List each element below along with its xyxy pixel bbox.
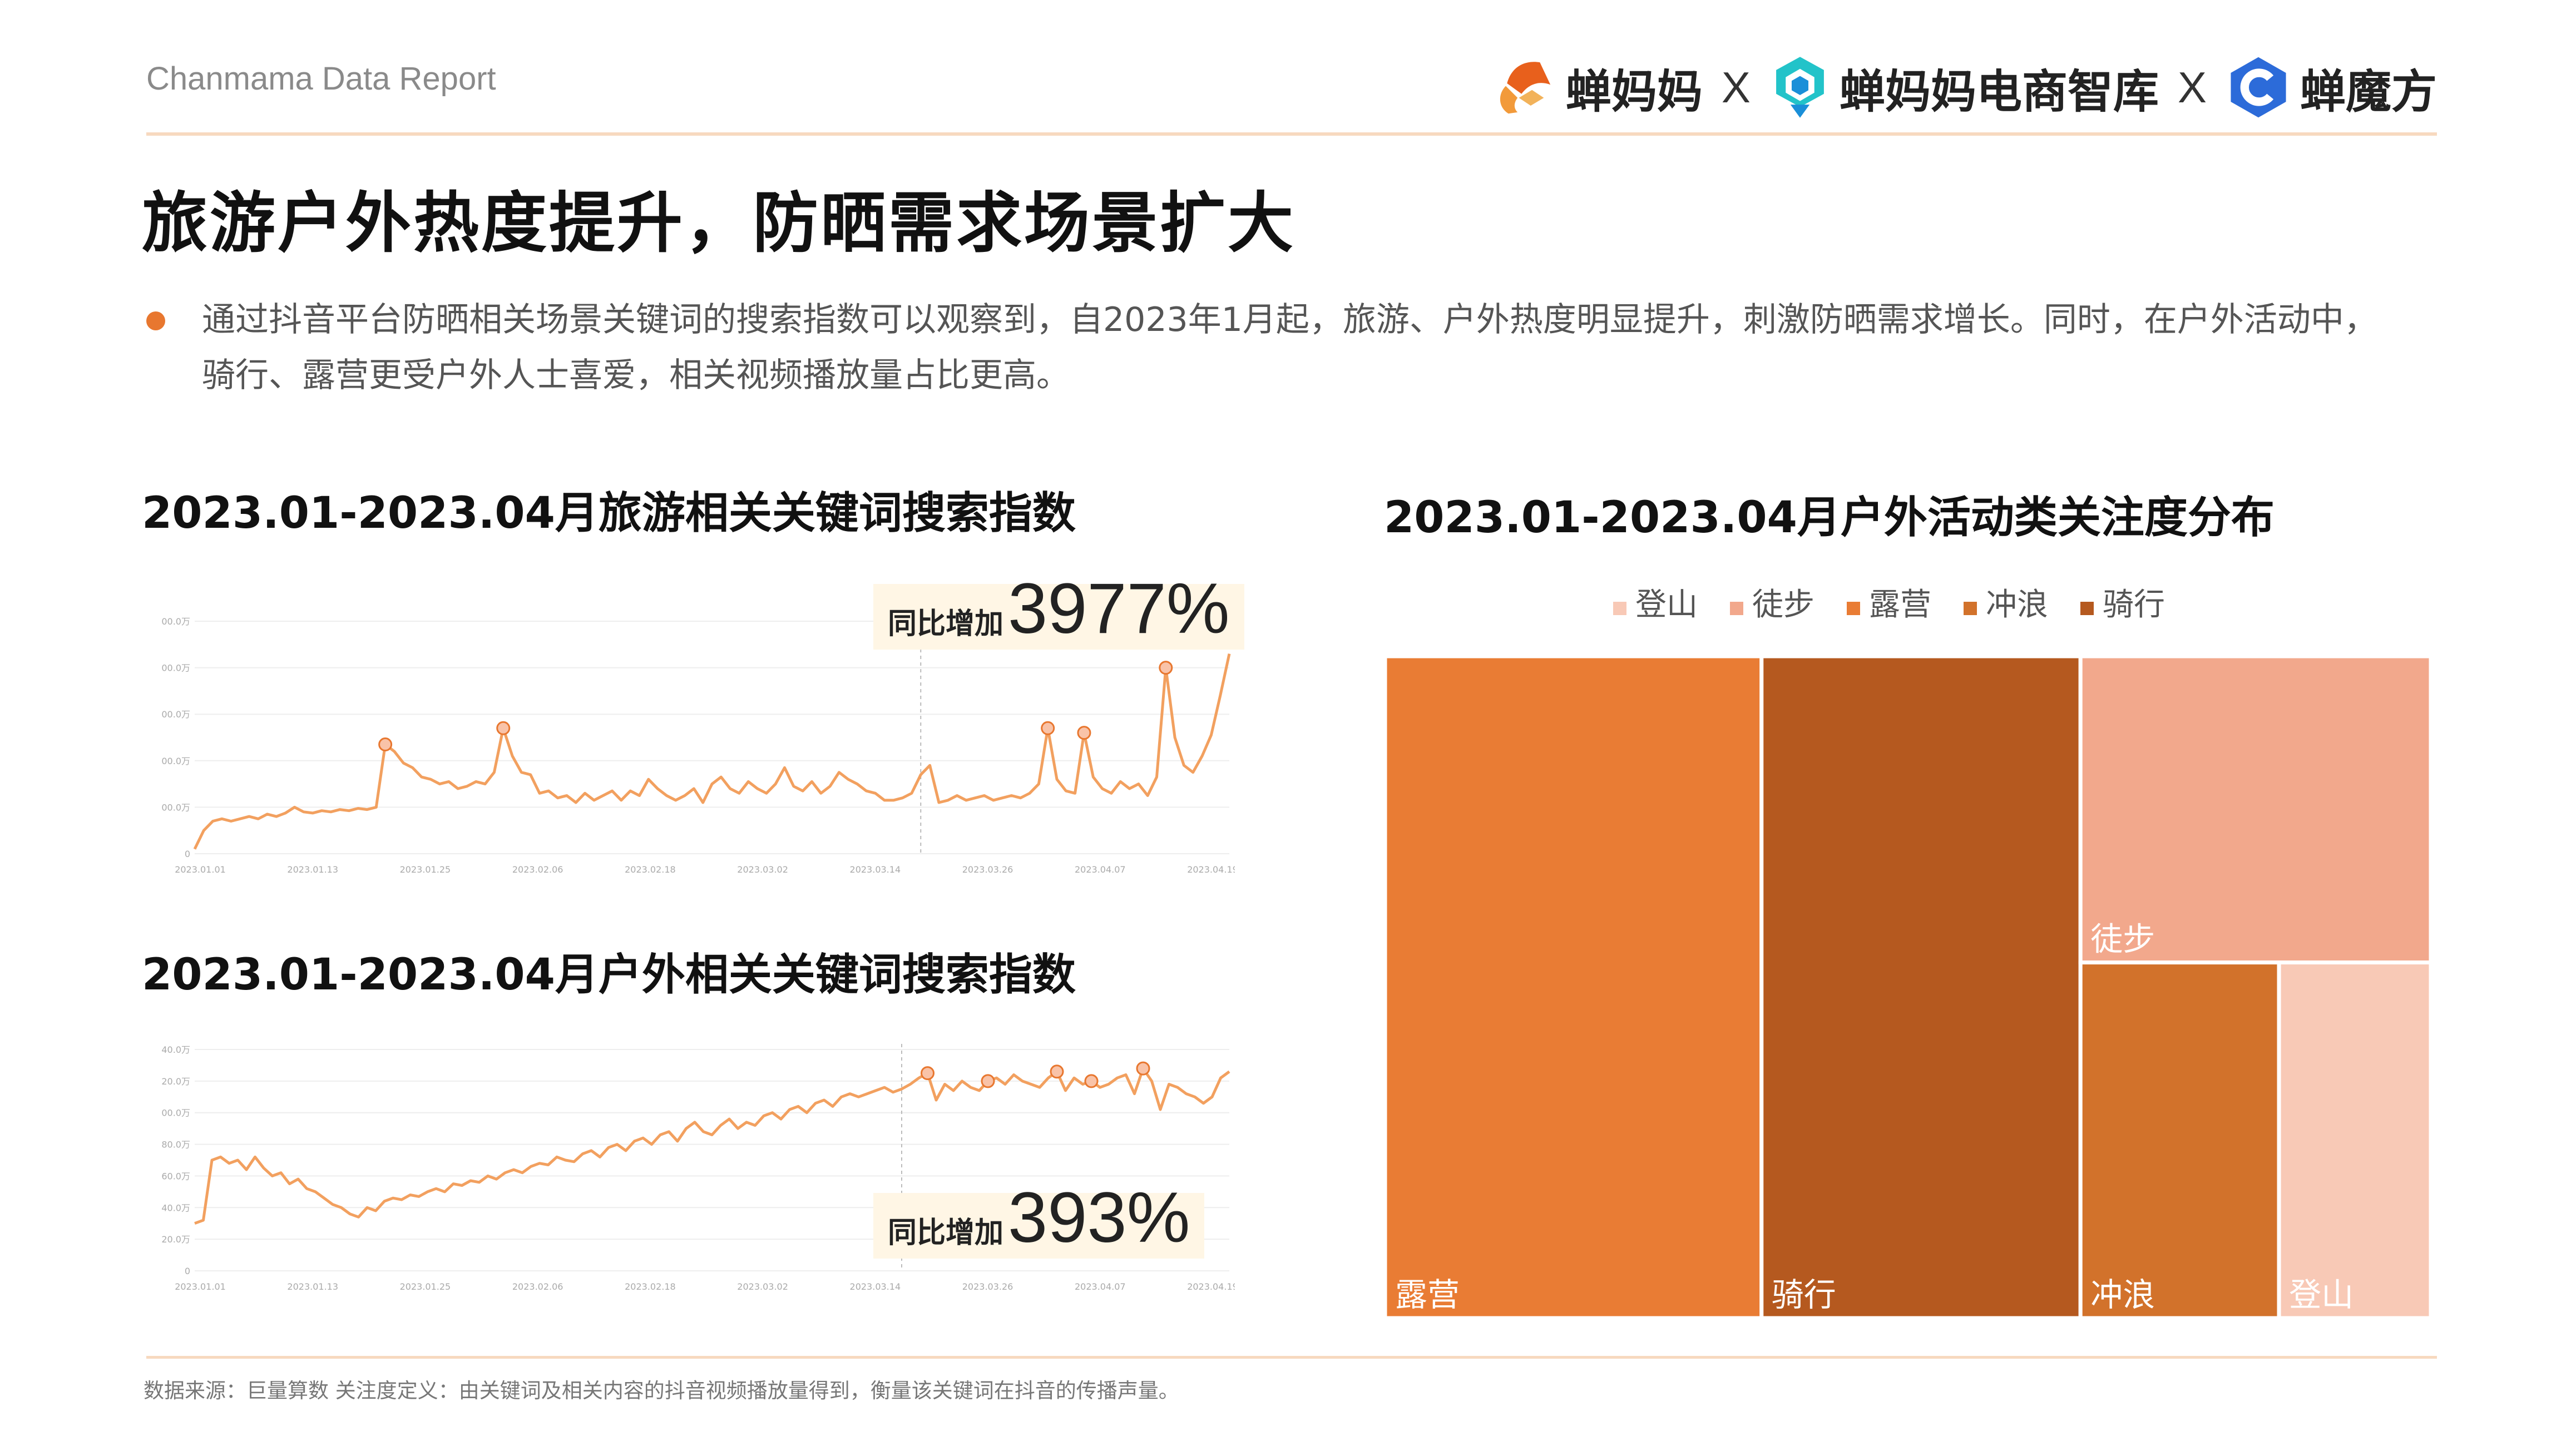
outdoor-chart-title: 2023.01-2023.04月户外相关关键词搜索指数 [142,950,1076,1000]
outdoor-growth-value: 393% [1008,1178,1190,1257]
partner-logos: 蝉妈妈 X 蝉妈妈电商智库 X 蝉魔方 [1491,51,2437,123]
treemap-tile-label: 露营 [1395,1276,1460,1314]
report-brand: Chanmama Data Report [146,61,496,97]
chanmama-logo-icon [1500,62,1551,114]
travel-x-tick-label: 2023.04.19 [1187,864,1235,875]
outdoor-y-tick-label: 80.0万 [161,1140,190,1150]
chanmama-think-tank-logo-label: 蝉妈妈电商智库 [1839,65,2159,118]
travel-x-tick-label: 2023.03.26 [962,864,1013,875]
outdoor-x-tick-label: 2023.04.19 [1187,1281,1235,1292]
travel-x-tick-label: 2023.04.07 [1075,864,1126,875]
travel-y-tick-label: 800.0万 [161,663,190,674]
outdoor-activity-chart-title: 2023.01-2023.04月户外活动类关注度分布 [1384,493,2275,543]
summary-bullet: 通过抖音平台防晒相关场景关键词的搜索指数可以观察到，自2023年1月起，旅游、户… [202,300,2377,395]
data-source-note: 数据来源：巨量算数 关注度定义：由关键词及相关内容的抖音视频播放量得到，衡量该关… [144,1379,1179,1403]
travel-y-tick-label: 600.0万 [161,709,190,720]
outdoor-peak-point [1084,1074,1099,1088]
travel-x-tick-label: 2023.01.01 [175,864,226,875]
travel-peak-point [1041,721,1055,735]
outdoor-peak-point [1136,1061,1150,1076]
outdoor-search-index-chart: 0 20.0万 40.0万 60.0万 80.0万 100.0万 120.0万 140.0万 2… [161,1044,1235,1292]
travel-peak-point [1077,726,1091,740]
chanmofang-logo: 蝉魔方 [2226,55,2437,121]
treemap-tile-label: 冲浪 [2090,1276,2155,1314]
outdoor-y-tick-label: 140.0万 [161,1044,190,1055]
treemap-tile-label: 徒步 [2090,920,2155,958]
logo-separator: X [2177,62,2207,112]
page-title: 旅游户外热度提升，防晒需求场景扩大 [142,185,1296,261]
travel-search-index-chart: 0 200.0万 400.0万 600.0万 800.0万 1000.0万 2023.01.… [161,616,1235,875]
treemap-tile [2078,960,2281,1320]
outdoor-x-tick-label: 2023.03.02 [737,1281,788,1292]
outdoor-peak-point [921,1066,935,1081]
chanmama-logo-label: 蝉妈妈 [1565,65,1703,118]
outdoor-x-tick-label: 2023.04.07 [1075,1281,1126,1292]
outdoor-x-tick-label: 2023.02.06 [512,1281,563,1292]
outdoor-y-tick-label: 60.0万 [161,1171,190,1181]
legend-label: 露营 [1869,587,1931,623]
travel-x-tick-label: 2023.02.18 [625,864,676,875]
legend-swatch [1847,602,1860,615]
travel-x-tick-label: 2023.01.13 [287,864,338,875]
outdoor-x-tick-label: 2023.01.13 [287,1281,338,1292]
outdoor-y-tick-label: 0 [185,1266,190,1276]
travel-y-tick-label: 400.0万 [161,756,190,766]
travel-x-tick-label: 2023.02.06 [512,864,563,875]
treemap-tile [2277,960,2433,1320]
legend-swatch [1730,602,1743,615]
outdoor-peak-point [1050,1064,1064,1079]
travel-y-tick-label: 200.0万 [161,802,190,813]
travel-peak-point [496,721,511,735]
travel-peak-point [1159,661,1173,675]
travel-growth-label: 同比增加 [888,607,1004,641]
outdoor-growth-badge: 同比增加 393% [873,1182,1205,1259]
treemap-tile [2078,654,2433,965]
travel-series-line [193,653,1231,850]
legend-label: 徒步 [1752,587,1814,623]
travel-chart-title: 2023.01-2023.04月旅游相关关键词搜索指数 [142,488,1076,538]
chanmama-think-tank-logo: 蝉妈妈电商智库 [1769,55,2159,121]
legend-label: 冲浪 [1986,587,2048,623]
treemap-tile-label: 骑行 [1772,1276,1836,1314]
chanmama-think-tank-logo-icon [1776,57,1824,118]
outdoor-growth-label: 同比增加 [888,1216,1004,1250]
legend-swatch [1613,602,1626,615]
logo-separator: X [1721,62,1751,112]
outdoor-y-tick-label: 120.0万 [161,1076,190,1087]
header-divider [146,132,2437,136]
travel-growth-value: 3977% [1008,569,1230,648]
outdoor-x-tick-label: 2023.01.01 [175,1281,226,1292]
treemap-tile-label: 登山 [2289,1276,2353,1314]
outdoor-y-tick-label: 100.0万 [161,1108,190,1118]
travel-x-tick-label: 2023.03.14 [850,864,901,875]
chanmama-logo: 蝉妈妈 [1491,55,1703,121]
outdoor-y-tick-label: 40.0万 [161,1202,190,1213]
treemap-tile [1383,654,1764,1320]
outdoor-x-tick-label: 2023.01.25 [400,1281,451,1292]
travel-y-tick-label: 0 [185,849,190,859]
chanmofang-logo-label: 蝉魔方 [2300,65,2437,118]
legend-label: 骑行 [2103,587,2165,623]
travel-peak-point [378,737,393,752]
travel-growth-badge: 同比增加 3977% [873,573,1244,650]
bullet-dot-icon [146,311,165,330]
outdoor-x-tick-label: 2023.03.26 [962,1281,1013,1292]
outdoor-x-tick-label: 2023.03.14 [850,1281,901,1292]
travel-x-tick-label: 2023.03.02 [737,864,788,875]
chanmofang-logo-icon [2231,57,2286,118]
legend-label: 登山 [1635,587,1698,623]
outdoor-peak-point [981,1074,995,1088]
travel-y-tick-label: 1000.0万 [161,616,190,627]
footer-divider [146,1356,2437,1359]
legend-swatch [2080,602,2094,615]
outdoor-x-tick-label: 2023.02.18 [625,1281,676,1292]
outdoor-y-tick-label: 20.0万 [161,1234,190,1245]
legend-swatch [1964,602,1977,615]
travel-x-tick-label: 2023.01.25 [400,864,451,875]
treemap-tile [1759,654,2083,1320]
